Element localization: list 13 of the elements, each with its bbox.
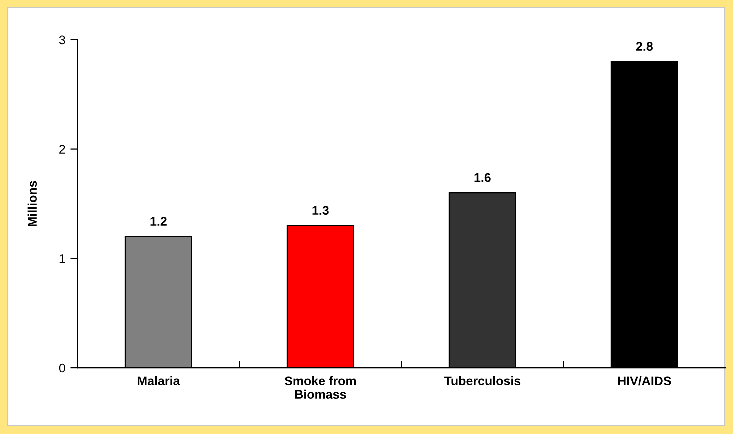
- y-tick-label: 0: [59, 364, 66, 373]
- x-tick-label: HIV/AIDS: [618, 376, 672, 386]
- y-tick-label: 2: [60, 145, 66, 154]
- x-tick-label: Tuberculosis: [444, 376, 521, 386]
- y-tick-label: 3: [59, 36, 66, 45]
- y-axis-title: Millions: [28, 181, 38, 226]
- x-tick-label: Smoke from Biomass: [284, 376, 356, 400]
- y-tick-label: 1: [60, 254, 66, 264]
- data-label: 1.3: [312, 206, 329, 216]
- data-label: 1.6: [474, 173, 491, 182]
- data-label: 1.2: [150, 217, 167, 226]
- x-tick-label: Malaria: [138, 376, 180, 386]
- data-label: 2.8: [636, 42, 653, 51]
